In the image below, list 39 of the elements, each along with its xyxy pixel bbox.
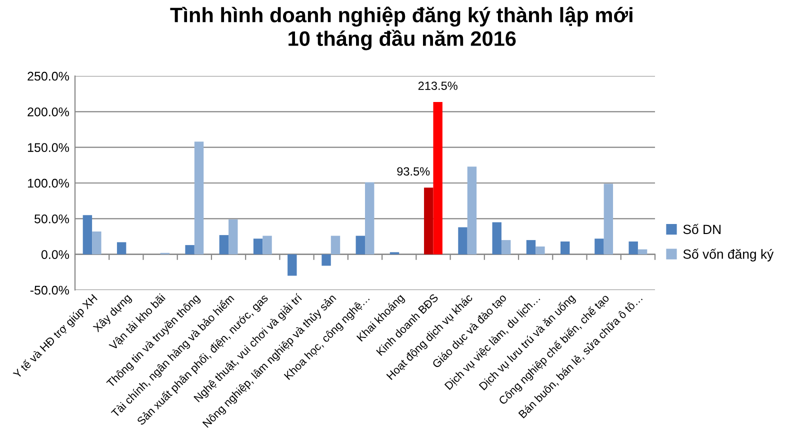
bar	[492, 222, 502, 254]
y-tick-label: 50.0%	[34, 214, 69, 224]
legend-label: Số vốn đăng ký	[683, 248, 774, 262]
legend-label: Số DN	[683, 224, 720, 234]
bar	[536, 246, 545, 254]
bar	[92, 232, 102, 254]
chart-title: Tình hình doanh nghiệp đăng ký thành lập mới 10 tháng đầu năm 2016	[170, 6, 632, 50]
bar	[330, 236, 340, 254]
bar	[228, 219, 238, 254]
bar	[628, 241, 638, 254]
bar	[526, 240, 536, 254]
bar	[433, 102, 442, 254]
bar	[185, 245, 194, 254]
bar	[262, 236, 272, 254]
data-label: 213.5%	[418, 82, 458, 90]
bar	[594, 238, 604, 254]
y-tick-label: 150.0%	[28, 143, 69, 152]
bar	[467, 166, 477, 254]
bar	[501, 240, 511, 254]
bar	[424, 188, 434, 254]
y-tick-label: 100.0%	[28, 178, 69, 188]
y-tick-label: 250.0%	[28, 72, 69, 81]
bar	[288, 254, 297, 276]
bar	[116, 242, 126, 254]
y-tick-label: 0.0%	[41, 250, 69, 259]
bar	[604, 184, 614, 254]
bar	[194, 142, 204, 254]
bar	[82, 215, 92, 254]
y-tick-label: 200.0%	[28, 107, 69, 116]
bar	[638, 249, 648, 254]
data-label: 93.5%	[397, 167, 430, 176]
bar	[365, 182, 374, 254]
bar	[253, 238, 263, 254]
y-tick-label: -50.0%	[30, 286, 69, 295]
bar	[356, 236, 365, 254]
bar	[458, 227, 468, 254]
bar	[219, 235, 229, 254]
bar	[322, 254, 331, 266]
bar	[560, 241, 570, 254]
